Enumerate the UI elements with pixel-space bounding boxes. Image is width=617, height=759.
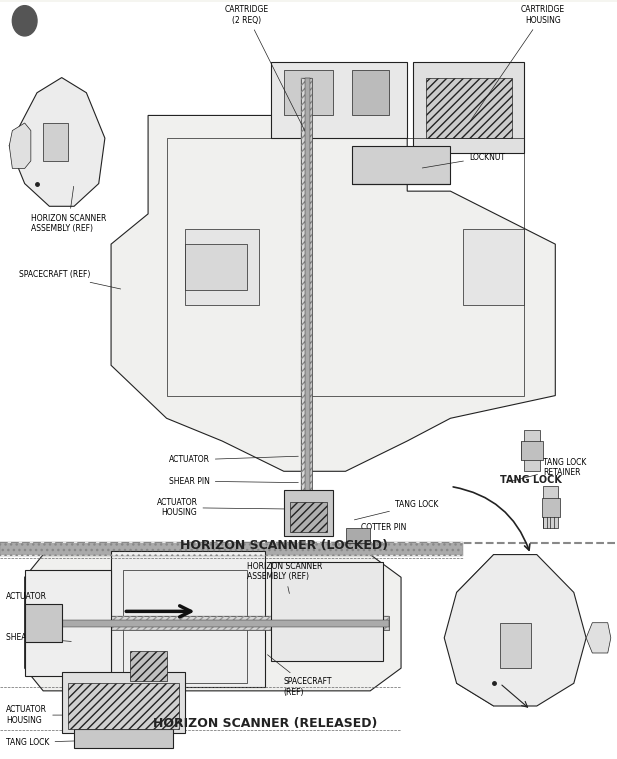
Bar xyxy=(25,570,111,676)
Bar xyxy=(185,244,247,290)
Bar xyxy=(524,430,540,471)
Text: CARTRIDGE
(2 REQ): CARTRIDGE (2 REQ) xyxy=(225,5,307,136)
Bar xyxy=(271,62,407,138)
Bar xyxy=(0,543,463,556)
Bar xyxy=(25,604,62,641)
Text: HORIZON SCANNER
ASSEMBLY (REF): HORIZON SCANNER ASSEMBLY (REF) xyxy=(31,186,106,233)
Bar xyxy=(31,616,389,629)
Text: ACTUATOR: ACTUATOR xyxy=(169,455,298,465)
Bar xyxy=(500,622,531,668)
Text: HORIZON SCANNER (RELEASED): HORIZON SCANNER (RELEASED) xyxy=(153,717,378,730)
Text: ACTUATOR
HOUSING: ACTUATOR HOUSING xyxy=(157,498,299,518)
Polygon shape xyxy=(9,77,105,206)
Bar xyxy=(0,2,617,547)
Bar xyxy=(0,543,463,555)
Text: TANG LOCK
RETAINER: TANG LOCK RETAINER xyxy=(126,656,170,699)
Bar xyxy=(346,528,370,543)
Text: CARTRIDGE
HOUSING: CARTRIDGE HOUSING xyxy=(471,5,565,121)
Bar xyxy=(305,77,310,532)
Text: TANG LOCK: TANG LOCK xyxy=(500,475,561,485)
Bar xyxy=(62,672,185,732)
Bar xyxy=(68,683,179,729)
Text: SPACECRAFT
(REF): SPACECRAFT (REF) xyxy=(268,655,333,697)
Bar xyxy=(358,588,373,603)
Bar xyxy=(284,578,370,653)
Bar xyxy=(301,77,312,532)
Bar xyxy=(130,650,167,681)
Bar xyxy=(284,70,333,115)
Text: HORIZON SCANNER
ASSEMBLY (REF): HORIZON SCANNER ASSEMBLY (REF) xyxy=(247,562,322,594)
Bar xyxy=(542,498,560,517)
Text: HORIZON SCANNER (LOCKED): HORIZON SCANNER (LOCKED) xyxy=(180,540,388,553)
Text: SHEAR PIN: SHEAR PIN xyxy=(169,477,298,486)
Polygon shape xyxy=(444,555,586,706)
Text: ACTUATOR: ACTUATOR xyxy=(6,592,54,620)
Bar xyxy=(0,547,617,759)
Bar xyxy=(352,70,389,115)
Bar xyxy=(167,138,524,395)
Bar xyxy=(271,562,383,660)
Bar xyxy=(43,123,68,161)
Polygon shape xyxy=(111,115,555,471)
Text: TANG LOCK: TANG LOCK xyxy=(6,738,102,747)
Text: TANG LOCK
RETAINER: TANG LOCK RETAINER xyxy=(508,458,586,482)
Bar xyxy=(284,490,333,536)
Bar xyxy=(358,638,373,653)
Bar xyxy=(543,487,558,528)
Bar xyxy=(111,551,265,687)
Bar xyxy=(290,502,327,532)
Text: SHEAR PIN: SHEAR PIN xyxy=(6,633,72,642)
Bar xyxy=(123,570,247,683)
Circle shape xyxy=(12,5,37,36)
Text: LOCKNUT: LOCKNUT xyxy=(422,153,505,168)
Bar xyxy=(521,441,543,460)
Bar xyxy=(301,77,312,532)
Bar xyxy=(352,146,450,184)
Bar xyxy=(31,593,93,668)
Text: SPACECRAFT (REF): SPACECRAFT (REF) xyxy=(19,270,121,289)
Text: ACTUATOR
HOUSING: ACTUATOR HOUSING xyxy=(6,705,102,725)
Bar xyxy=(358,613,373,628)
Bar xyxy=(31,616,389,629)
Text: COTTER PIN: COTTER PIN xyxy=(357,523,407,538)
Polygon shape xyxy=(25,555,401,691)
Text: TANG LOCK: TANG LOCK xyxy=(354,500,438,520)
Bar xyxy=(463,229,524,304)
Polygon shape xyxy=(586,622,611,653)
Bar xyxy=(74,729,173,748)
Bar xyxy=(426,77,512,138)
Bar xyxy=(31,620,389,626)
Bar xyxy=(413,62,524,153)
Bar xyxy=(185,229,259,304)
Polygon shape xyxy=(9,123,31,168)
